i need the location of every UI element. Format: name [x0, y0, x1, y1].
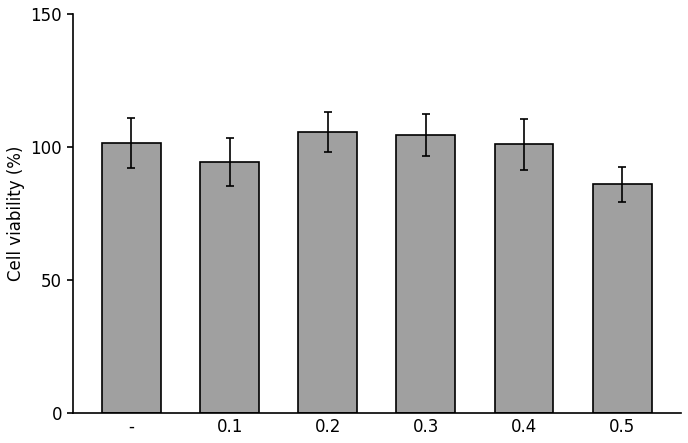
Bar — [495, 144, 553, 413]
Bar — [396, 135, 455, 413]
Bar — [102, 143, 161, 413]
Bar — [299, 132, 357, 413]
Bar — [200, 162, 259, 413]
Y-axis label: Cell viability (%): Cell viability (%) — [7, 146, 25, 281]
Bar — [593, 184, 652, 413]
